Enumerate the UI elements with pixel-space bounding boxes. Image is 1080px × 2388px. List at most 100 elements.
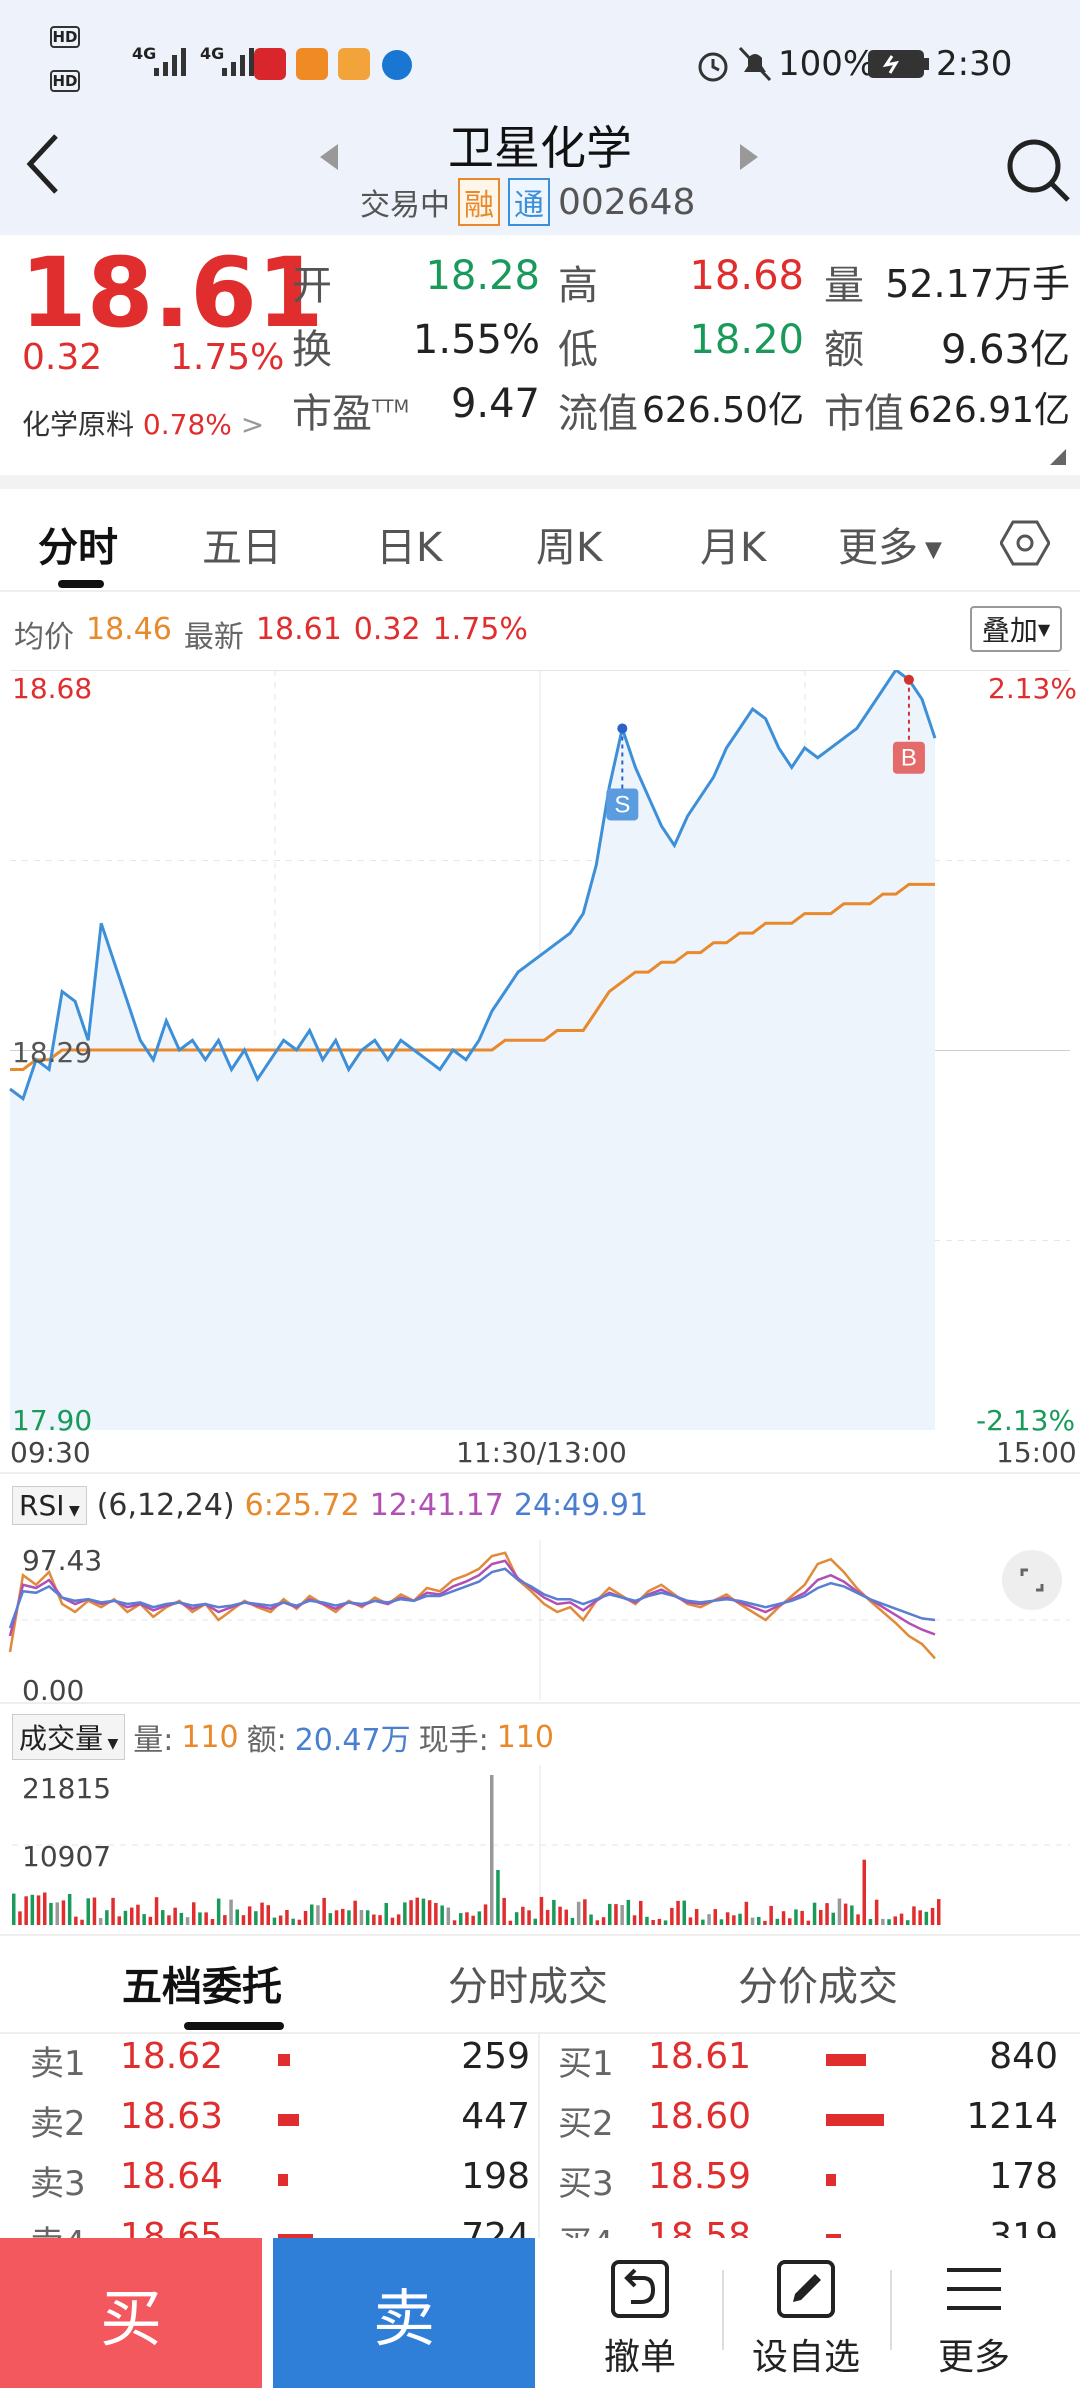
- volume-bar: [732, 1915, 736, 1925]
- tab-intraday[interactable]: 分时: [38, 525, 118, 571]
- rsi-selector[interactable]: RSI ▼: [12, 1486, 87, 1525]
- volume-bar: [490, 1775, 494, 1925]
- pct-top-label: 2.13%: [988, 672, 1077, 705]
- trade-status: 交易中: [360, 188, 450, 223]
- more-menu-button[interactable]: 更多: [894, 2238, 1054, 2388]
- sector-name: 化学原料: [22, 408, 135, 441]
- search-icon[interactable]: [1004, 136, 1072, 204]
- volume-amount: 20.47万: [294, 1723, 411, 1758]
- add-watchlist-button[interactable]: 设自选: [726, 2238, 886, 2388]
- price-change-pct: 1.75%: [170, 337, 285, 378]
- buy-marker-label: B: [901, 745, 917, 772]
- volume-bar: [707, 1914, 711, 1925]
- amount-label: 额: [824, 327, 864, 373]
- tab-daily-k[interactable]: 日K: [376, 525, 443, 571]
- volume-bar: [887, 1919, 891, 1925]
- ask-row-2[interactable]: 卖2 18.63 447: [30, 2096, 530, 2146]
- margin-badge: 融: [458, 178, 500, 226]
- bid-row-3[interactable]: 买3 18.59 178: [558, 2156, 1058, 2206]
- volume-bar: [378, 1915, 382, 1925]
- volume-bar: [713, 1909, 717, 1925]
- pe-value: 9.47: [450, 381, 540, 427]
- tab-price-trades[interactable]: 分价成交: [738, 1964, 898, 2010]
- stock-header: 卫星化学 交易中 融 通 002648: [0, 100, 1080, 235]
- ask-row-3[interactable]: 卖3 18.64 198: [30, 2156, 530, 2206]
- volume-bar: [899, 1913, 904, 1925]
- back-arrow-icon[interactable]: [22, 132, 62, 196]
- connect-badge: 通: [508, 178, 550, 226]
- sector-link[interactable]: 化学原料 0.78% >: [22, 403, 264, 443]
- clock: 2:30: [936, 44, 1013, 84]
- battery-percent: 100%: [778, 44, 876, 84]
- ask-row-1[interactable]: 卖1 18.62 259: [30, 2036, 530, 2086]
- rsi-chart[interactable]: [0, 1540, 1080, 1700]
- volume-bar: [372, 1914, 376, 1925]
- volume-bar: [601, 1917, 606, 1925]
- volume-bar: [570, 1917, 575, 1925]
- browser-icon: [382, 50, 412, 80]
- volume-bar: [235, 1909, 239, 1925]
- expand-corner-icon[interactable]: [1048, 447, 1068, 467]
- volume-bar: [651, 1920, 655, 1925]
- cancel-order-button[interactable]: 撤单: [560, 2238, 720, 2388]
- tab-five-day[interactable]: 五日: [202, 525, 282, 571]
- volume-bar: [229, 1899, 233, 1925]
- bid-row-1[interactable]: 买1 18.61 840: [558, 2036, 1058, 2086]
- volume-bar: [471, 1915, 475, 1925]
- y-axis-mid-label: 18.29: [12, 1036, 93, 1069]
- bid-row-2[interactable]: 买2 18.60 1214: [558, 2096, 1058, 2146]
- volume-bar: [552, 1899, 556, 1925]
- turnover-label: 换: [292, 327, 332, 373]
- ask-price: 18.63: [120, 2096, 224, 2137]
- stock-subline: 交易中 融 通 002648: [360, 178, 695, 226]
- volume-bar: [893, 1916, 897, 1925]
- volume-bar: [272, 1917, 277, 1925]
- sell-button[interactable]: 卖: [273, 2238, 535, 2388]
- volume-bar: [930, 1907, 935, 1925]
- volume-bar: [744, 1901, 749, 1925]
- settings-hex-icon[interactable]: [1000, 518, 1050, 568]
- stock-name: 卫星化学: [448, 121, 632, 175]
- volume-bar: [626, 1899, 631, 1925]
- volume-bar: [223, 1915, 227, 1925]
- volume-bar: [297, 1919, 302, 1925]
- volume-bar: [788, 1918, 792, 1925]
- volume-value: 52.17万手: [885, 262, 1070, 306]
- tab-weekly-k[interactable]: 周K: [536, 525, 603, 571]
- volume-bar: [216, 1898, 221, 1925]
- volume-bar: [123, 1910, 128, 1925]
- volume-bar: [514, 1912, 519, 1925]
- time-mid-label: 11:30/13:00: [456, 1436, 627, 1469]
- volume-bar: [694, 1909, 699, 1925]
- fullscreen-button[interactable]: [1002, 1550, 1062, 1610]
- volume-bar: [750, 1917, 755, 1925]
- tab-order-book[interactable]: 五档委托: [122, 1964, 282, 2010]
- volume-bar: [12, 1893, 16, 1925]
- intraday-price-chart[interactable]: SB: [0, 670, 1080, 1430]
- volume-chart[interactable]: [0, 1765, 1080, 1935]
- prev-stock-icon[interactable]: [318, 142, 340, 172]
- tab-more[interactable]: 更多 ▼: [838, 525, 942, 571]
- overlay-button[interactable]: 叠加 ▼: [970, 606, 1062, 652]
- volume-bar: [757, 1916, 761, 1925]
- edit-icon: [777, 2260, 835, 2318]
- buy-button[interactable]: 买: [0, 2238, 262, 2388]
- volume-bar: [440, 1905, 444, 1925]
- ask-price: 18.62: [120, 2036, 224, 2077]
- volume-bar: [924, 1911, 929, 1925]
- volume-bar: [632, 1915, 637, 1925]
- volume-bar: [384, 1903, 388, 1925]
- bid-price: 18.60: [648, 2096, 752, 2137]
- hd2-badge: HD: [50, 70, 80, 92]
- tab-monthly-k[interactable]: 月K: [700, 525, 767, 571]
- volume-bar: [701, 1919, 705, 1925]
- rsi-line-24: [8, 1567, 936, 1629]
- menu-icon: [947, 2268, 1001, 2310]
- volume-bar: [98, 1918, 103, 1925]
- volume-bar: [266, 1905, 270, 1925]
- volume-label: 量: [824, 263, 864, 309]
- tab-tick-trades[interactable]: 分时成交: [448, 1964, 608, 2010]
- volume-bar: [794, 1909, 798, 1925]
- volume-selector[interactable]: 成交量 ▼: [12, 1714, 126, 1760]
- next-stock-icon[interactable]: [738, 142, 760, 172]
